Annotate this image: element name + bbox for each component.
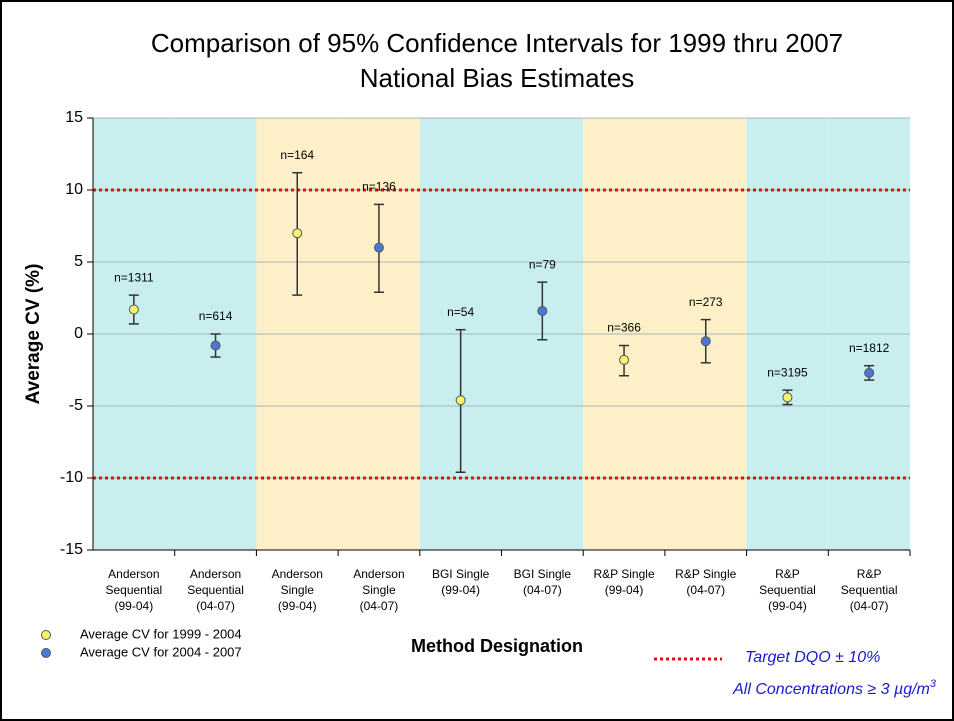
x-tick-label: Sequential <box>841 583 898 597</box>
legend-marker <box>41 648 51 658</box>
n-label: n=614 <box>199 309 233 323</box>
n-label: n=366 <box>607 321 641 335</box>
x-tick-label: Single <box>362 583 396 597</box>
data-point <box>700 336 711 347</box>
y-tick-label: -5 <box>69 397 83 414</box>
x-tick-label: Anderson <box>108 567 159 581</box>
x-tick-label: Anderson <box>272 567 323 581</box>
legend-marker <box>41 630 51 640</box>
n-label: n=1812 <box>849 341 890 355</box>
chart-title: Comparison of 95% Confidence Intervals f… <box>151 28 843 58</box>
x-tick-label: (99-04) <box>768 599 807 613</box>
note: All Concentrations ≥ 3 µg/m3 <box>732 678 937 698</box>
legend-label: Average CV for 1999 - 2004 <box>80 626 242 641</box>
y-tick-label: 5 <box>74 253 83 270</box>
x-tick-label: Sequential <box>759 583 816 597</box>
note-text: All Concentrations ≥ 3 µg/m <box>732 681 930 698</box>
n-label: n=136 <box>362 180 396 194</box>
data-point <box>782 392 793 403</box>
y-tick-label: -10 <box>60 469 83 486</box>
x-tick-label: (04-07) <box>850 599 889 613</box>
n-label: n=3195 <box>767 365 808 379</box>
x-tick-label: BGI Single <box>432 567 490 581</box>
x-tick-label: Sequential <box>105 583 162 597</box>
data-point <box>373 242 384 253</box>
data-point <box>619 354 630 365</box>
reference-legend-label: Target DQO ± 10% <box>745 649 880 666</box>
x-tick-label: R&P <box>857 567 882 581</box>
x-tick-label: Anderson <box>190 567 241 581</box>
n-label: n=273 <box>689 295 723 309</box>
x-tick-label: (99-04) <box>441 583 480 597</box>
x-tick-label: Anderson <box>353 567 404 581</box>
legend-label: Average CV for 2004 - 2007 <box>80 644 242 659</box>
y-tick-label: -15 <box>60 541 83 558</box>
x-tick-label: R&P Single <box>675 567 736 581</box>
data-point <box>455 395 466 406</box>
data-point <box>537 305 548 316</box>
n-label: n=1311 <box>114 270 154 284</box>
x-tick-label: (99-04) <box>278 599 317 613</box>
x-tick-label: (04-07) <box>523 583 562 597</box>
data-point <box>864 367 875 378</box>
data-point <box>292 228 303 239</box>
note-superscript: 3 <box>930 678 937 690</box>
y-tick-label: 15 <box>65 109 83 126</box>
x-axis-label: Method Designation <box>411 636 583 656</box>
x-tick-label: BGI Single <box>514 567 572 581</box>
x-tick-label: (04-07) <box>360 599 399 613</box>
n-label: n=164 <box>280 148 314 162</box>
x-tick-label: Single <box>281 583 315 597</box>
x-tick-label: R&P Single <box>593 567 654 581</box>
x-tick-label: R&P <box>775 567 800 581</box>
n-label: n=79 <box>529 257 556 271</box>
x-tick-label: (99-04) <box>605 583 644 597</box>
x-tick-label: (04-07) <box>686 583 725 597</box>
data-point <box>128 304 139 315</box>
y-tick-label: 10 <box>65 181 83 198</box>
x-tick-label: Sequential <box>187 583 244 597</box>
chart-title: National Bias Estimates <box>360 63 635 93</box>
y-axis-label: Average CV (%) <box>23 264 44 405</box>
y-tick-label: 0 <box>74 325 83 342</box>
x-tick-label: (99-04) <box>115 599 154 613</box>
data-point <box>210 340 221 351</box>
x-tick-label: (04-07) <box>196 599 235 613</box>
n-label: n=54 <box>447 305 474 319</box>
